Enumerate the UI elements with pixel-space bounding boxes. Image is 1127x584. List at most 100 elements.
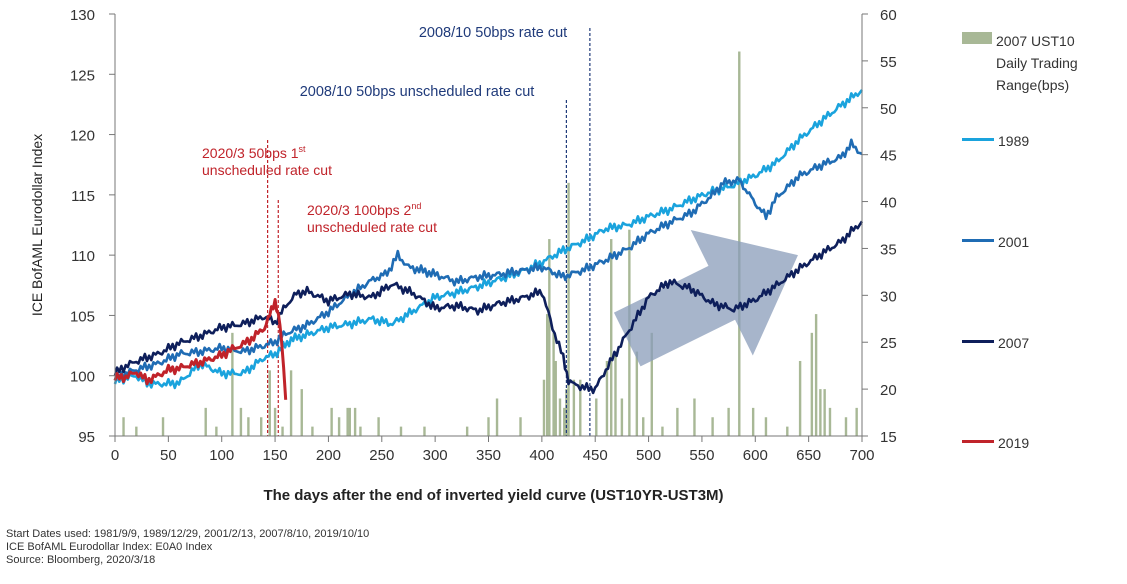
x-tick-label: 300 bbox=[423, 447, 448, 464]
range-bar bbox=[579, 379, 582, 436]
y-tick-label: 105 bbox=[70, 308, 95, 325]
range-bar bbox=[337, 417, 341, 436]
y2-tick-label: 45 bbox=[880, 148, 897, 165]
range-bar bbox=[595, 398, 598, 436]
range-bar bbox=[605, 360, 609, 436]
range-bar bbox=[814, 314, 818, 436]
y2-tick-label: 40 bbox=[880, 195, 897, 212]
x-tick-label: 350 bbox=[476, 447, 501, 464]
y2-tick-label: 60 bbox=[880, 7, 897, 24]
series-lines bbox=[113, 89, 864, 400]
range-bar bbox=[300, 389, 303, 436]
range-bar bbox=[204, 407, 207, 436]
range-bar bbox=[353, 407, 357, 436]
range-bar bbox=[819, 389, 822, 436]
legend-label-range-2: Daily Trading bbox=[996, 55, 1078, 71]
trend-arrow bbox=[613, 230, 798, 367]
range-bar bbox=[247, 417, 250, 436]
range-bar bbox=[399, 426, 403, 436]
range-bar bbox=[711, 417, 714, 436]
range-bar bbox=[727, 407, 730, 436]
range-bar bbox=[122, 417, 125, 436]
range-bar bbox=[642, 417, 645, 436]
range-bar bbox=[676, 407, 679, 436]
x-tick-label: 100 bbox=[209, 447, 234, 464]
range-bar bbox=[311, 426, 314, 436]
footnote-start-dates: Start Dates used: 1981/9/9, 1989/12/29, … bbox=[6, 528, 370, 540]
range-bar bbox=[828, 407, 832, 436]
footnote-index: ICE BofAML Eurodollar Index: E0A0 Index bbox=[6, 541, 213, 553]
axes: 95 100 105 110 115 120 125 130 15 20 25 30 35 40 45 50 5… bbox=[29, 7, 897, 504]
x-tick-label: 650 bbox=[796, 447, 821, 464]
y-tick-label: 100 bbox=[70, 369, 95, 386]
legend-label-1989: 1989 bbox=[998, 133, 1030, 149]
range-bar bbox=[844, 417, 848, 436]
series-line-2019 bbox=[113, 298, 288, 400]
legend-label-2007: 2007 bbox=[998, 335, 1030, 351]
y-tick-label: 115 bbox=[71, 188, 95, 205]
legend-label-range-3: Range(bps) bbox=[996, 77, 1070, 93]
legend-label-2019: 2019 bbox=[998, 435, 1030, 451]
legend-item-1989: 1989 bbox=[962, 130, 1029, 152]
y2-tick-label: 35 bbox=[880, 241, 897, 258]
x-tick-label: 200 bbox=[316, 447, 341, 464]
range-bar bbox=[548, 239, 551, 436]
range-bar bbox=[620, 398, 624, 436]
range-bar bbox=[545, 314, 549, 436]
range-bar bbox=[572, 379, 576, 436]
y2-tick-label: 20 bbox=[880, 382, 897, 399]
y2-tick-label: 30 bbox=[880, 288, 897, 305]
x-tick-label: 50 bbox=[160, 447, 177, 464]
range-bar bbox=[239, 407, 243, 436]
range-bar bbox=[273, 407, 277, 436]
x-tick-label: 0 bbox=[111, 447, 119, 464]
range-bar bbox=[693, 398, 696, 436]
x-tick-label: 500 bbox=[636, 447, 661, 464]
range-bar bbox=[798, 360, 802, 436]
x-tick-label: 250 bbox=[369, 447, 394, 464]
legend-label-2001: 2001 bbox=[998, 234, 1030, 250]
range-bar bbox=[751, 407, 755, 436]
y2-tick-label: 25 bbox=[880, 335, 897, 352]
range-bar bbox=[259, 417, 263, 436]
legend-swatch-2001 bbox=[962, 239, 994, 242]
range-bar bbox=[465, 426, 469, 436]
range-bar bbox=[563, 407, 566, 436]
range-bar bbox=[552, 332, 555, 436]
range-bar bbox=[558, 398, 562, 436]
range-bar bbox=[786, 426, 789, 436]
y-tick-label: 120 bbox=[70, 128, 95, 145]
range-bar bbox=[281, 426, 284, 436]
legend-swatch-range bbox=[962, 32, 992, 44]
x-tick-label: 400 bbox=[529, 447, 554, 464]
range-bar bbox=[614, 351, 617, 436]
range-bar bbox=[495, 398, 499, 436]
range-bar bbox=[519, 417, 522, 436]
y2-tick-label: 55 bbox=[880, 54, 897, 71]
annotation-2008-unscheduled: 2008/10 50bps unscheduled rate cut bbox=[300, 84, 535, 100]
legend-swatch-1989 bbox=[962, 138, 994, 141]
trend-arrow-shape bbox=[613, 230, 798, 367]
range-bar bbox=[661, 426, 664, 436]
range-bar bbox=[567, 182, 570, 436]
y-tick-label: 125 bbox=[70, 67, 95, 84]
legend-swatch-2019 bbox=[962, 440, 994, 443]
range-bar bbox=[810, 332, 814, 436]
range-bar bbox=[161, 417, 165, 436]
range-bar bbox=[610, 239, 613, 436]
y-axis-title: ICE BofAML Eurodollar Index bbox=[29, 134, 45, 316]
range-bar bbox=[215, 426, 218, 436]
x-tick-label: 600 bbox=[743, 447, 768, 464]
y-tick-label: 130 bbox=[70, 7, 95, 24]
range-bar bbox=[359, 426, 362, 436]
range-bar bbox=[823, 389, 826, 436]
annotation-sup: nd bbox=[411, 201, 421, 211]
legend-swatch-2007 bbox=[962, 340, 994, 343]
range-bar bbox=[348, 407, 351, 436]
annotation-sup: st bbox=[299, 144, 307, 154]
range-bar bbox=[231, 332, 234, 436]
legend-item-range: 2007 UST10 Daily Trading Range(bps) bbox=[962, 30, 1078, 96]
annotation-2020-first-cut-line2: unscheduled rate cut bbox=[202, 162, 332, 178]
y2-tick-label: 50 bbox=[880, 101, 897, 118]
